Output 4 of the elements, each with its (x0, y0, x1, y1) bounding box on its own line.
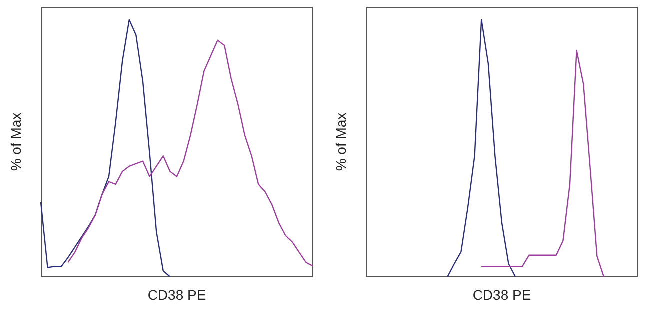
x-axis-title: CD38 PE (472, 287, 532, 303)
x-axis-title: CD38 PE (148, 287, 206, 303)
y-axis-title: % of Max (333, 112, 349, 172)
y-axis-title: % of Max (8, 112, 24, 172)
